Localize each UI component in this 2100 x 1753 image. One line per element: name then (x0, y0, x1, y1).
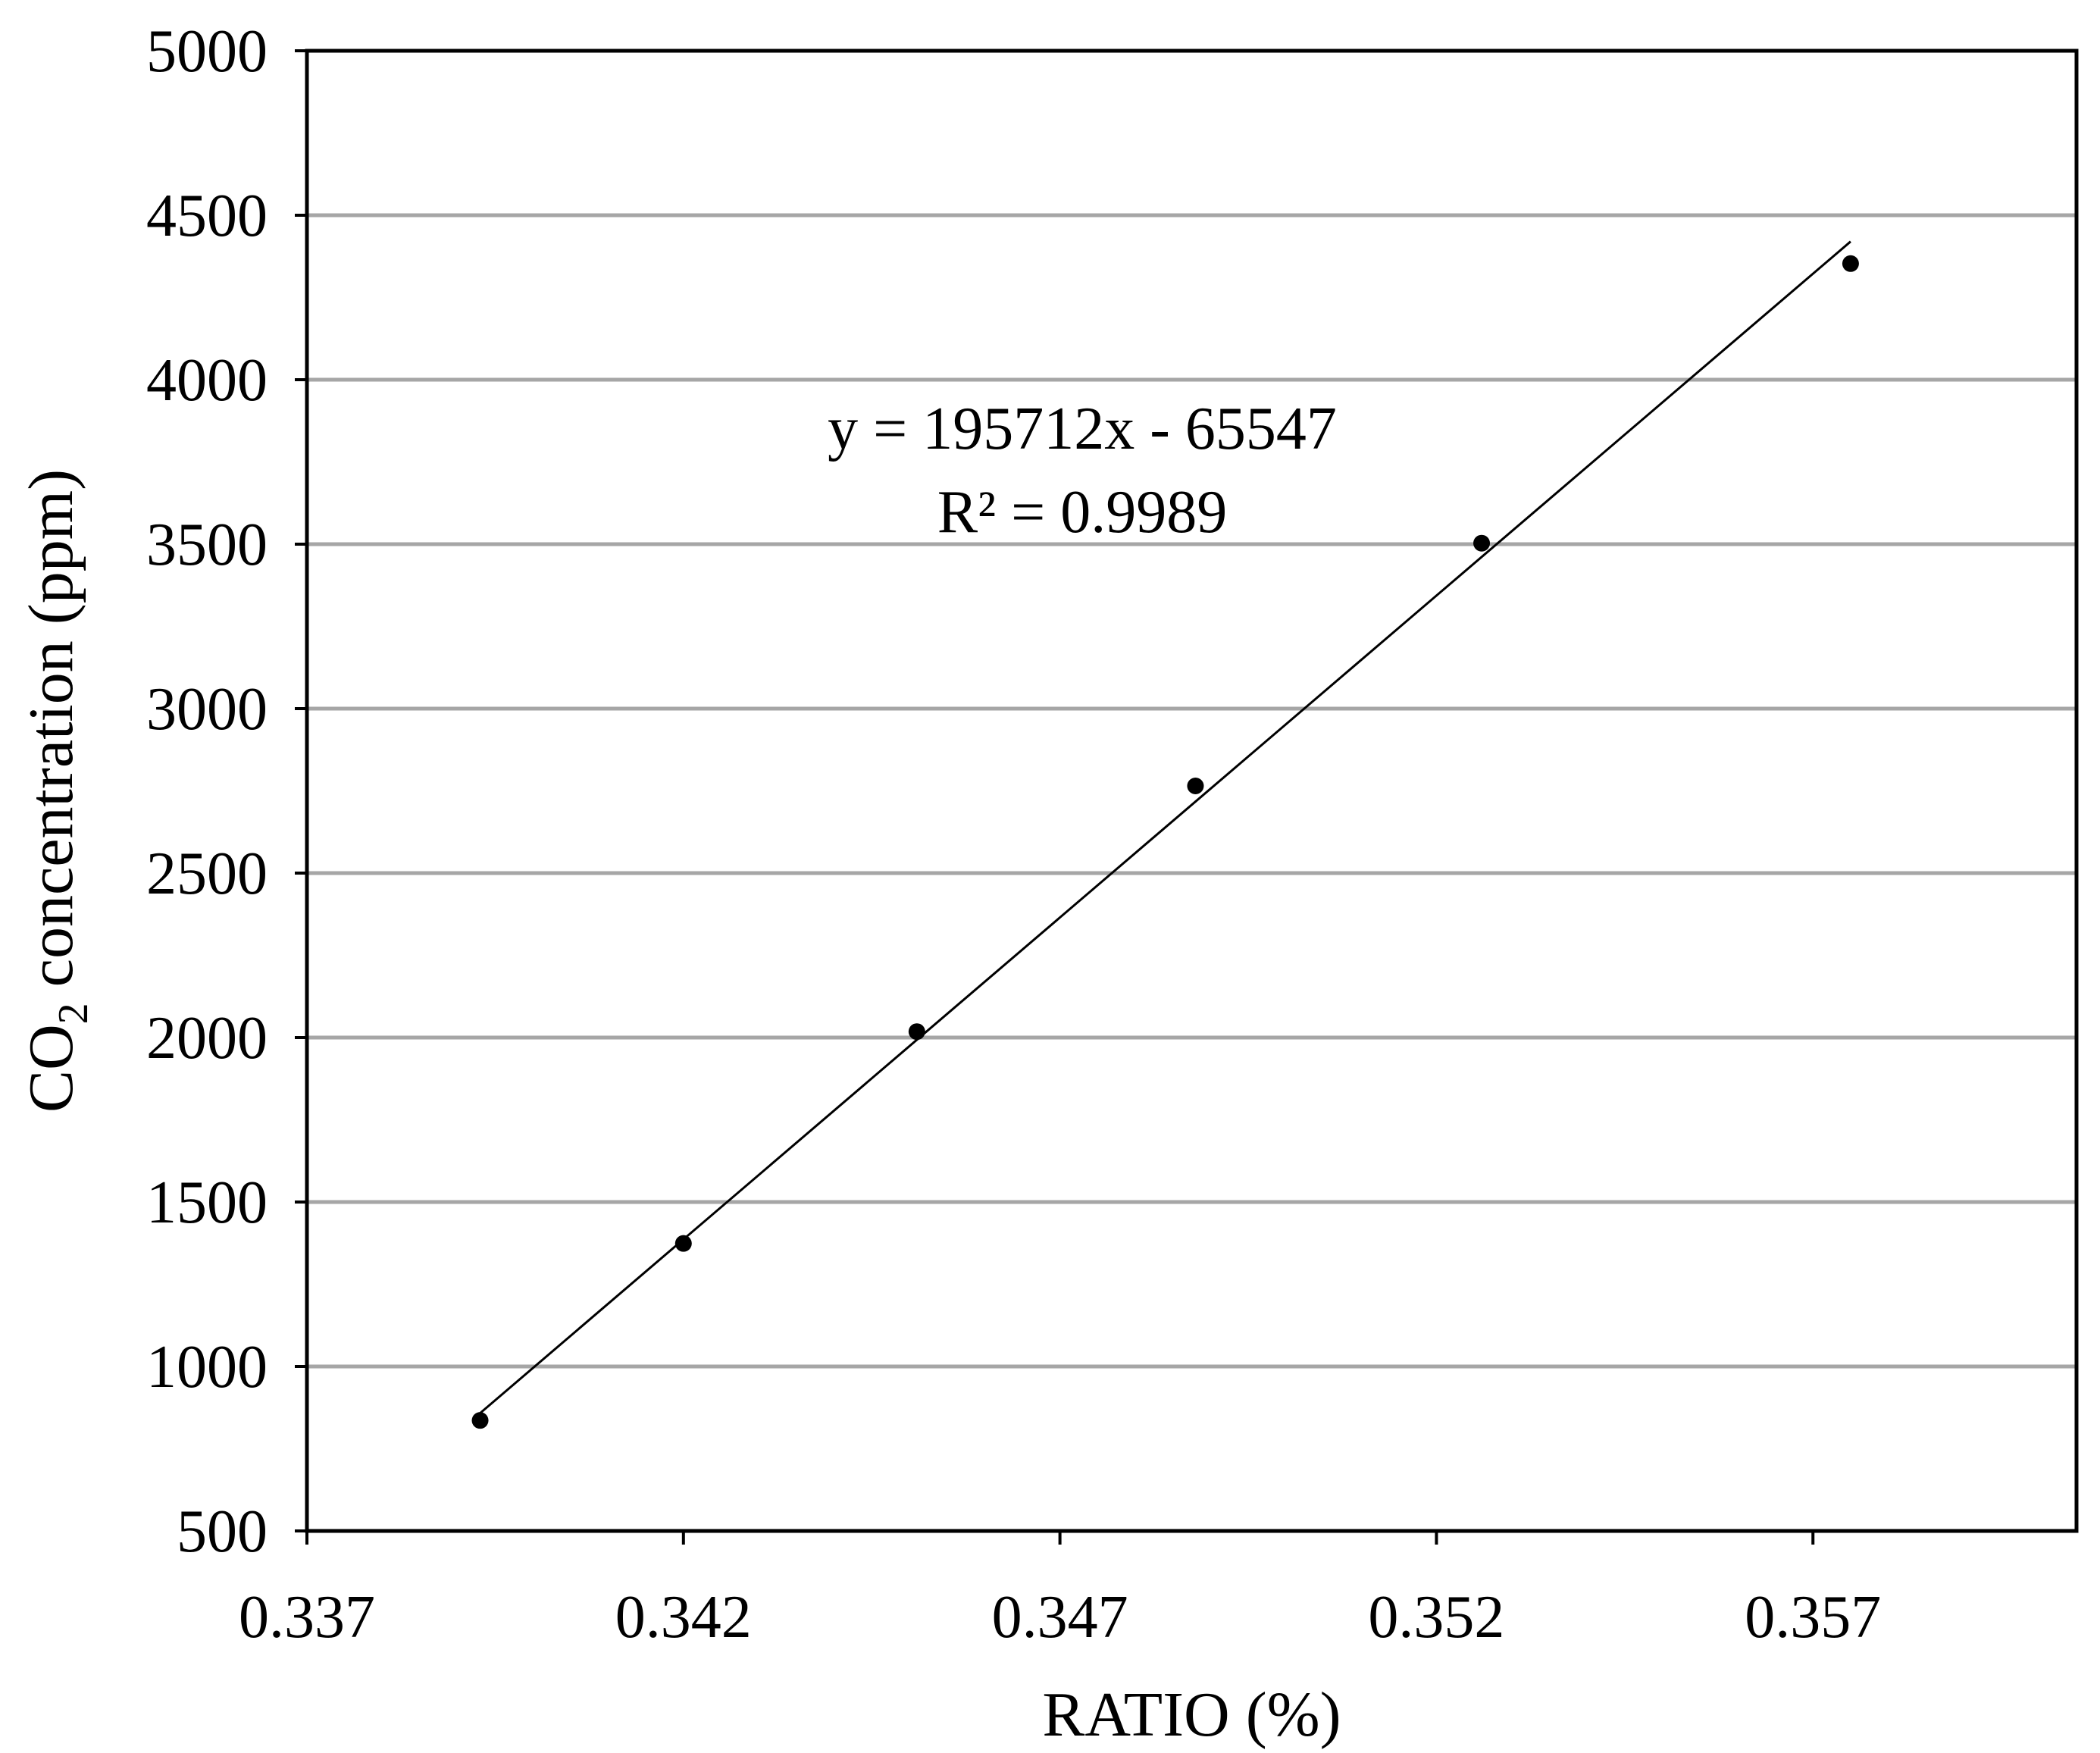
y-tick-label-1: 1000 (146, 1334, 268, 1401)
y-tick-label-9: 5000 (146, 18, 268, 85)
data-points (471, 255, 1859, 1429)
y-axis-ticks: 500 1000 1500 2000 2500 3000 3500 4000 4500 5000 (146, 18, 307, 1565)
x-axis-label: RATIO (%) (1042, 1679, 1341, 1750)
data-point-0-1 (674, 1235, 692, 1252)
data-point-0-0 (471, 1412, 489, 1429)
y-axis-label-suffix: concentration (ppm) (16, 469, 86, 1003)
y-tick-label-4: 2500 (146, 841, 268, 907)
y-tick-label-0: 500 (177, 1498, 268, 1565)
x-axis-ticks: 0.337 0.342 0.347 0.352 0.357 (239, 1531, 1881, 1651)
y-axis-label-main: CO (16, 1024, 86, 1113)
y-tick-label-8: 4500 (146, 183, 268, 249)
y-tick-label-3: 2000 (146, 1005, 268, 1072)
data-point-0-4 (1473, 534, 1491, 552)
y-tick-label-2: 1500 (146, 1169, 268, 1236)
y-tick-label-7: 4000 (146, 347, 268, 414)
y-axis-label: CO2 concentration (ppm) (16, 469, 97, 1113)
data-point-0-3 (1187, 777, 1204, 794)
y-tick-label-5: 3000 (146, 676, 268, 743)
trendline-r2: R² = 0.9989 (937, 479, 1227, 546)
x-tick-label-3: 0.352 (1368, 1584, 1504, 1651)
trendline-layer (479, 240, 1851, 1414)
plot-frame (305, 49, 2079, 1533)
x-tick-label-4: 0.357 (1745, 1584, 1881, 1651)
x-tick-label-0: 0.337 (239, 1584, 375, 1651)
trendline (479, 240, 1851, 1414)
gridlines (307, 213, 2077, 1369)
data-point-0-2 (908, 1023, 925, 1041)
y-axis-label-subscript: 2 (50, 1003, 97, 1024)
y-tick-label-6: 3500 (146, 512, 268, 578)
data-point-0-5 (1842, 255, 1859, 272)
x-tick-label-1: 0.342 (615, 1584, 752, 1651)
x-tick-label-2: 0.347 (992, 1584, 1128, 1651)
trendline-equation: y = 195712x - 65547 (828, 396, 1337, 462)
